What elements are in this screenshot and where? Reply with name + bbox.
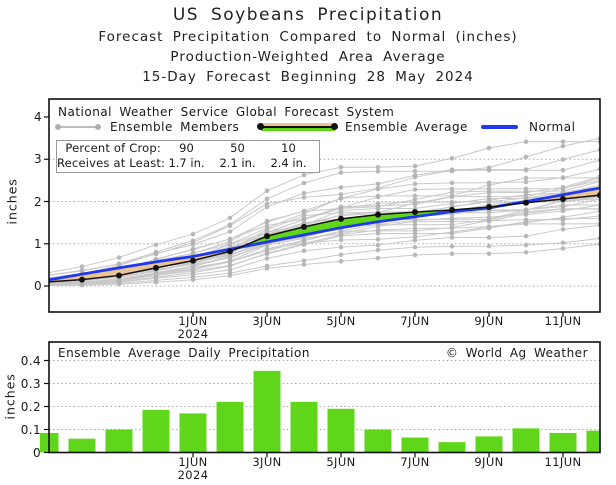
daily-precip-bar (549, 432, 577, 453)
bottom-y-tick-label: 0.2 (20, 399, 41, 414)
daily-precip-bar (105, 429, 133, 453)
legend-source-line: National Weather Service Global Forecast… (58, 105, 395, 119)
bottom-x-tick-label: 7JUN (400, 455, 430, 469)
top-x-tick-label: 7JUN (400, 314, 430, 328)
daily-precip-bar (438, 442, 466, 453)
daily-precip-bar (512, 428, 540, 453)
bottom-x-tick-label: 9JUN (474, 455, 504, 469)
daily-precip-bar (475, 436, 503, 453)
ensemble-members-legend-dot-left (55, 124, 61, 130)
cumulative-precip-plot (49, 135, 600, 288)
world-ag-weather-credit: © World Ag Weather (445, 346, 588, 360)
normal-legend-line (481, 125, 518, 129)
top-y-tick-label: 0 (33, 279, 42, 293)
top-y-tick-label: 2 (33, 194, 42, 209)
crop-amount-50: 2.1 in. (219, 156, 256, 170)
bottom-x-year-label: 2024 (177, 468, 209, 482)
top-x-tick-label: 1JUN (178, 314, 208, 328)
ensemble-members-legend-line (58, 126, 100, 128)
ensemble-average-legend-dot-left (257, 123, 264, 130)
percent-of-crop-box: Percent of Crop: 90 50 10 Receives at Le… (56, 140, 320, 173)
top-x-year-label: 2024 (177, 327, 209, 341)
crop-amount-10: 2.4 in. (270, 156, 307, 170)
daily-precip-bar (142, 409, 170, 453)
bottom-x-tick-label: 11JUN (544, 455, 582, 469)
bottom-x-tick-label: 3JUN (252, 455, 282, 469)
daily-precip-bar (216, 401, 244, 453)
crop-percent-50: 50 (230, 141, 245, 155)
daily-precip-bar (364, 429, 392, 453)
top-y-tick-label: 3 (33, 152, 42, 167)
page-subtitle-2: Production-Weighted Area Average (170, 49, 446, 65)
top-x-tick-label: 11JUN (544, 314, 582, 328)
page-title: US Soybeans Precipitation (172, 5, 444, 25)
crop-row1-label: Percent of Crop: (65, 141, 161, 155)
daily-precip-bar (327, 408, 355, 453)
page-subtitle-3: 15-Day Forecast Beginning 28 May 2024 (142, 69, 474, 85)
crop-row2-label: Receives at Least: (57, 156, 166, 170)
daily-precip-bar (290, 401, 318, 453)
top-y-tick-label: 1 (33, 236, 42, 251)
top-chart-frame (48, 98, 601, 313)
bottom-chart-frame (48, 341, 601, 454)
bottom-x-tick-label: 1JUN (178, 455, 208, 469)
bottom-y-tick-label: 0.4 (20, 353, 41, 368)
top-x-tick-label: 9JUN (474, 314, 504, 328)
bottom-y-tick-label: 0.3 (20, 376, 41, 391)
daily-precip-plot (40, 360, 600, 453)
ensemble-average-legend-dot-right (331, 123, 338, 130)
daily-precip-bar (179, 413, 207, 453)
legend-ensemble-average-label: Ensemble Average (345, 120, 468, 134)
top-x-tick-label: 3JUN (252, 314, 282, 328)
legend-ensemble-members-label: Ensemble Members (110, 120, 240, 134)
daily-precip-bar (401, 437, 429, 453)
crop-percent-90: 90 (179, 141, 194, 155)
bottom-x-tick-label: 5JUN (326, 455, 356, 469)
ensemble-average-line (49, 194, 600, 283)
daily-precip-bar (586, 430, 600, 453)
legend-normal-label: Normal (529, 120, 576, 134)
bottom-chart-title: Ensemble Average Daily Precipitation (58, 346, 310, 360)
bottom-y-tick-label: 0.1 (20, 422, 41, 437)
top-x-tick-label: 5JUN (326, 314, 356, 328)
page-subtitle-1: Forecast Precipitation Compared to Norma… (98, 29, 518, 45)
ensemble-average-legend-swatch (261, 123, 335, 131)
daily-precip-bar (68, 438, 96, 453)
top-y-tick-label: 4 (33, 110, 42, 124)
ensemble-members-legend-dot-right (95, 124, 101, 130)
bottom-y-tick-label: 0 (32, 445, 41, 460)
crop-percent-10: 10 (281, 141, 296, 155)
daily-precip-bar (253, 370, 281, 453)
crop-amount-90: 1.7 in. (168, 156, 205, 170)
